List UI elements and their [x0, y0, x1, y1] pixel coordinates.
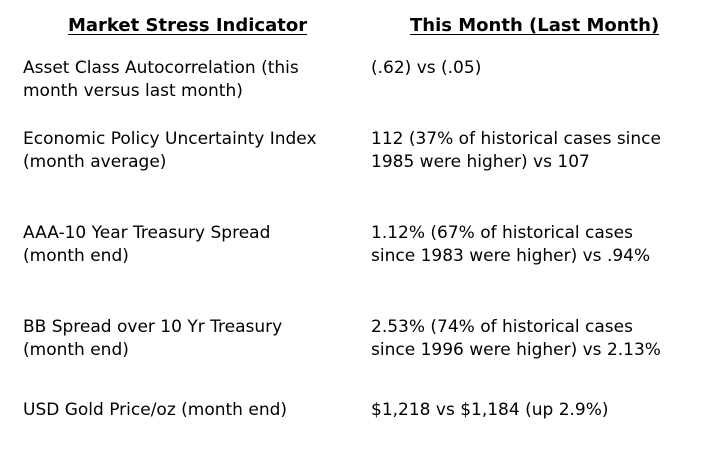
value-line: since 1983 were higher) vs .94% [371, 246, 651, 266]
indicator-line: month versus last month) [23, 81, 243, 101]
value-line: (.62) vs (.05) [371, 58, 482, 78]
value-line: 1985 were higher) vs 107 [371, 152, 590, 172]
indicator-aaa-treasury-spread: AAA-10 Year Treasury Spread (month end) [23, 222, 270, 268]
indicator-line: Economic Policy Uncertainty Index [23, 129, 317, 149]
indicator-line: (month end) [23, 340, 129, 360]
indicator-autocorrelation: Asset Class Autocorrelation (this month … [23, 57, 299, 103]
value-line: 1.12% (67% of historical cases [371, 223, 633, 243]
value-column-header: This Month (Last Month) [410, 15, 660, 36]
value-line: 112 (37% of historical cases since [371, 129, 661, 149]
indicator-policy-uncertainty: Economic Policy Uncertainty Index (month… [23, 128, 317, 174]
value-aaa-treasury-spread: 1.12% (67% of historical cases since 198… [371, 222, 650, 268]
indicator-column-header: Market Stress Indicator [68, 15, 308, 36]
value-policy-uncertainty: 112 (37% of historical cases since 1985 … [371, 128, 661, 174]
indicator-line: Asset Class Autocorrelation (this [23, 58, 299, 78]
value-bb-spread: 2.53% (74% of historical cases since 199… [371, 316, 661, 362]
indicator-line: (month end) [23, 246, 129, 266]
value-gold-price: $1,218 vs $1,184 (up 2.9%) [371, 399, 609, 422]
value-line: 2.53% (74% of historical cases [371, 317, 633, 337]
indicator-bb-spread: BB Spread over 10 Yr Treasury (month end… [23, 316, 282, 362]
value-line: since 1996 were higher) vs 2.13% [371, 340, 661, 360]
indicator-line: BB Spread over 10 Yr Treasury [23, 317, 283, 337]
indicator-line: AAA-10 Year Treasury Spread [23, 223, 271, 243]
indicator-gold-price: USD Gold Price/oz (month end) [23, 399, 287, 422]
indicator-line: (month average) [23, 152, 167, 172]
indicator-line: USD Gold Price/oz (month end) [23, 400, 288, 420]
value-line: $1,218 vs $1,184 (up 2.9%) [371, 400, 609, 420]
value-autocorrelation: (.62) vs (.05) [371, 57, 481, 80]
